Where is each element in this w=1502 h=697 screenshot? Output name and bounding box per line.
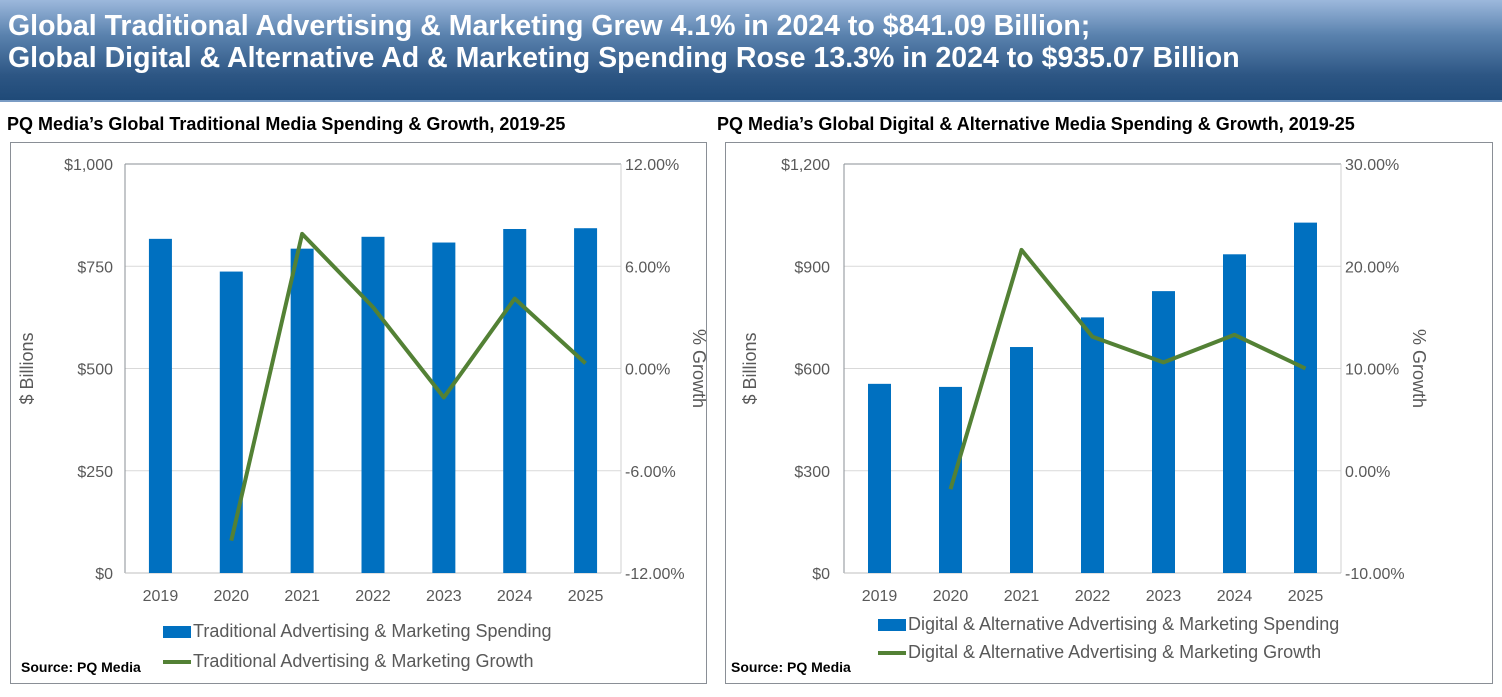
source-note: Source: PQ Media — [21, 659, 141, 675]
y-tick-label: $250 — [77, 464, 113, 481]
chart-traditional: $0 $250 $500 $750 $1,000 -12.00% -6.00% 0.00% 6.… — [10, 142, 707, 684]
y-tick-label: $1,200 — [781, 157, 830, 174]
y-tick-label: $600 — [794, 362, 830, 379]
x-tick-label: 2019 — [862, 588, 898, 605]
growth-line — [229, 231, 587, 542]
chart-digital: $0 $300 $600 $900 $1,200 -10.00% 0.00% 10.00% 20… — [725, 142, 1493, 684]
x-tick-label: 2020 — [933, 588, 969, 605]
bar-2020 — [219, 271, 243, 573]
bar-2023 — [432, 242, 456, 573]
chart-title-digital: PQ Media’s Global Digital & Alternative … — [717, 114, 1355, 134]
y-tick-label: $0 — [812, 566, 830, 583]
x-tick-label: 2023 — [1146, 588, 1182, 605]
y2-tick-label: -6.00% — [625, 464, 676, 481]
y-axis-title: $ Billions — [740, 332, 760, 404]
bar-2023 — [1152, 291, 1175, 573]
bar-2019 — [868, 383, 891, 573]
y2-tick-label: 10.00% — [1345, 362, 1399, 379]
legend-swatch-line — [163, 660, 191, 665]
y-tick-label: $0 — [95, 566, 113, 583]
bar-2021 — [1010, 347, 1033, 573]
chart-title-traditional: PQ Media’s Global Traditional Media Spen… — [7, 114, 566, 134]
y2-tick-label: 12.00% — [625, 157, 679, 174]
bar-2020 — [939, 386, 962, 573]
x-tick-label: 2022 — [355, 588, 391, 605]
y2-tick-label: 0.00% — [1345, 464, 1390, 481]
legend-item-spending: Digital & Alternative Advertising & Mark… — [878, 614, 1339, 635]
y2-axis-title: % Growth — [1409, 329, 1429, 408]
x-tick-label: 2020 — [213, 588, 249, 605]
legend-swatch-line — [878, 651, 906, 656]
y2-tick-label: -10.00% — [1345, 566, 1405, 583]
bar-2021 — [290, 248, 314, 573]
growth-line — [948, 247, 1307, 490]
y-tick-label: $900 — [794, 259, 830, 276]
y-tick-label: $500 — [77, 362, 113, 379]
legend-label: Traditional Advertising & Marketing Grow… — [193, 651, 534, 671]
x-tick-label: 2019 — [143, 588, 179, 605]
legend-label: Digital & Alternative Advertising & Mark… — [908, 642, 1322, 662]
y-tick-label: $1,000 — [64, 157, 113, 174]
x-tick-label: 2025 — [568, 588, 604, 605]
legend-label: Digital & Alternative Advertising & Mark… — [908, 614, 1340, 634]
x-tick-label: 2024 — [1217, 588, 1253, 605]
headline-line-2: Global Digital & Alternative Ad & Market… — [8, 42, 1240, 74]
bar-2022 — [1081, 317, 1104, 573]
header-banner: Global Traditional Advertising & Marketi… — [0, 0, 1502, 102]
x-tick-label: 2025 — [1288, 588, 1324, 605]
source-note: Source: PQ Media — [731, 659, 851, 675]
legend-item-spending: Traditional Advertising & Marketing Spen… — [163, 621, 552, 642]
x-tick-label: 2021 — [284, 588, 320, 605]
y2-tick-label: 0.00% — [625, 362, 670, 379]
legend-label: Traditional Advertising & Marketing Spen… — [193, 621, 552, 641]
y2-tick-label: 30.00% — [1345, 157, 1399, 174]
bar-2022 — [361, 236, 385, 573]
x-tick-label: 2022 — [1075, 588, 1111, 605]
x-tick-label: 2021 — [1004, 588, 1040, 605]
bar-2025 — [574, 228, 598, 573]
bar-2024 — [503, 228, 527, 573]
legend-swatch-bar — [163, 626, 191, 639]
y-tick-label: $750 — [77, 259, 113, 276]
y2-tick-label: 6.00% — [625, 259, 670, 276]
x-tick-label: 2024 — [497, 588, 533, 605]
y2-axis-title: % Growth — [689, 329, 706, 408]
y-axis-title: $ Billions — [17, 332, 37, 404]
legend-swatch-bar — [878, 619, 906, 632]
x-tick-label: 2023 — [426, 588, 462, 605]
legend-item-growth: Traditional Advertising & Marketing Grow… — [163, 651, 533, 672]
headline-line-1: Global Traditional Advertising & Marketi… — [8, 10, 1091, 42]
bar-2019 — [148, 238, 172, 574]
y-tick-label: $300 — [794, 464, 830, 481]
legend-item-growth: Digital & Alternative Advertising & Mark… — [878, 642, 1321, 663]
bar-2024 — [1223, 254, 1246, 573]
y2-tick-label: 20.00% — [1345, 259, 1399, 276]
bar-2025 — [1294, 222, 1317, 573]
y2-tick-label: -12.00% — [625, 566, 685, 583]
